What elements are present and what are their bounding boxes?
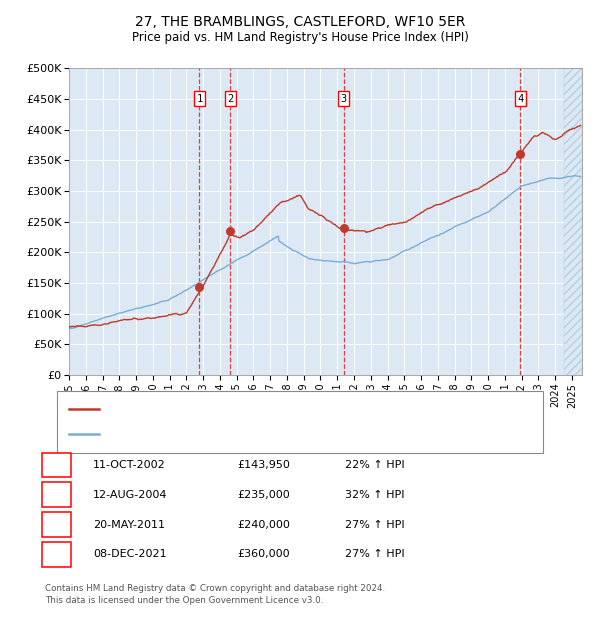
Text: 2: 2 xyxy=(227,94,233,104)
Text: 27% ↑ HPI: 27% ↑ HPI xyxy=(345,520,404,529)
Text: 22% ↑ HPI: 22% ↑ HPI xyxy=(345,460,404,470)
Text: 3: 3 xyxy=(53,518,60,531)
Text: 20-MAY-2011: 20-MAY-2011 xyxy=(93,520,165,529)
Text: 4: 4 xyxy=(517,94,523,104)
Text: £143,950: £143,950 xyxy=(237,460,290,470)
Text: 4: 4 xyxy=(53,548,60,560)
Text: 1: 1 xyxy=(53,459,60,471)
Text: 08-DEC-2021: 08-DEC-2021 xyxy=(93,549,167,559)
Text: 11-OCT-2002: 11-OCT-2002 xyxy=(93,460,166,470)
Text: £360,000: £360,000 xyxy=(237,549,290,559)
Text: 32% ↑ HPI: 32% ↑ HPI xyxy=(345,490,404,500)
Text: 27% ↑ HPI: 27% ↑ HPI xyxy=(345,549,404,559)
Text: 12-AUG-2004: 12-AUG-2004 xyxy=(93,490,167,500)
Text: Contains HM Land Registry data © Crown copyright and database right 2024.
This d: Contains HM Land Registry data © Crown c… xyxy=(45,584,385,605)
Text: £235,000: £235,000 xyxy=(237,490,290,500)
Text: Price paid vs. HM Land Registry's House Price Index (HPI): Price paid vs. HM Land Registry's House … xyxy=(131,31,469,44)
Text: 2: 2 xyxy=(53,489,60,501)
Text: £240,000: £240,000 xyxy=(237,520,290,529)
Polygon shape xyxy=(563,68,582,375)
Text: 1: 1 xyxy=(196,94,203,104)
Text: 27, THE BRAMBLINGS, CASTLEFORD, WF10 5ER: 27, THE BRAMBLINGS, CASTLEFORD, WF10 5ER xyxy=(135,16,465,30)
Text: 3: 3 xyxy=(340,94,347,104)
Text: HPI: Average price, detached house, Wakefield: HPI: Average price, detached house, Wake… xyxy=(105,430,349,440)
Text: 27, THE BRAMBLINGS, CASTLEFORD, WF10 5ER (detached house): 27, THE BRAMBLINGS, CASTLEFORD, WF10 5ER… xyxy=(105,404,446,414)
